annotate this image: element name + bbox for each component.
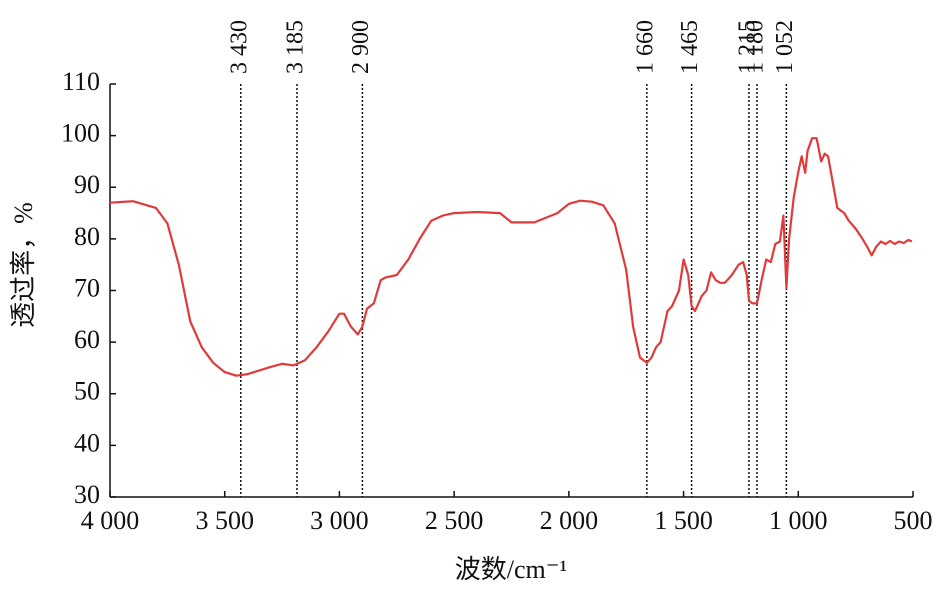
y-tick-label: 80 — [74, 222, 100, 251]
x-tick-label: 2 500 — [425, 506, 484, 535]
annotation-label: 1 215 — [734, 20, 760, 74]
y-tick-label: 100 — [61, 119, 100, 148]
x-tick-label: 4 000 — [81, 506, 140, 535]
x-tick-label: 2 000 — [540, 506, 599, 535]
y-tick-label: 110 — [62, 67, 100, 96]
y-tick-label: 30 — [74, 480, 100, 509]
y-tick-label: 60 — [74, 325, 100, 354]
annotation-label: 1 052 — [772, 20, 798, 74]
annotation-label: 1 180 — [742, 20, 768, 74]
y-tick-label: 90 — [74, 170, 100, 199]
x-tick-label: 500 — [894, 506, 933, 535]
y-axis-label: 透过率，% — [9, 202, 38, 328]
x-tick-label: 1 500 — [654, 506, 713, 535]
annotation-label: 2 900 — [348, 20, 374, 74]
x-axis-label: 波数/cm⁻¹ — [455, 555, 568, 584]
y-tick-label: 70 — [74, 273, 100, 302]
annotation-label: 1 660 — [632, 20, 658, 74]
x-tick-label: 1 000 — [769, 506, 828, 535]
annotation-label: 3 185 — [282, 20, 308, 74]
spectrum-line — [109, 137, 913, 377]
annotation-label: 1 465 — [677, 20, 703, 74]
x-tick-label: 3 000 — [310, 506, 369, 535]
annotation-label: 3 430 — [226, 20, 252, 74]
y-tick-label: 50 — [74, 377, 100, 406]
x-tick-label: 3 500 — [195, 506, 254, 535]
y-tick-label: 40 — [74, 428, 100, 457]
